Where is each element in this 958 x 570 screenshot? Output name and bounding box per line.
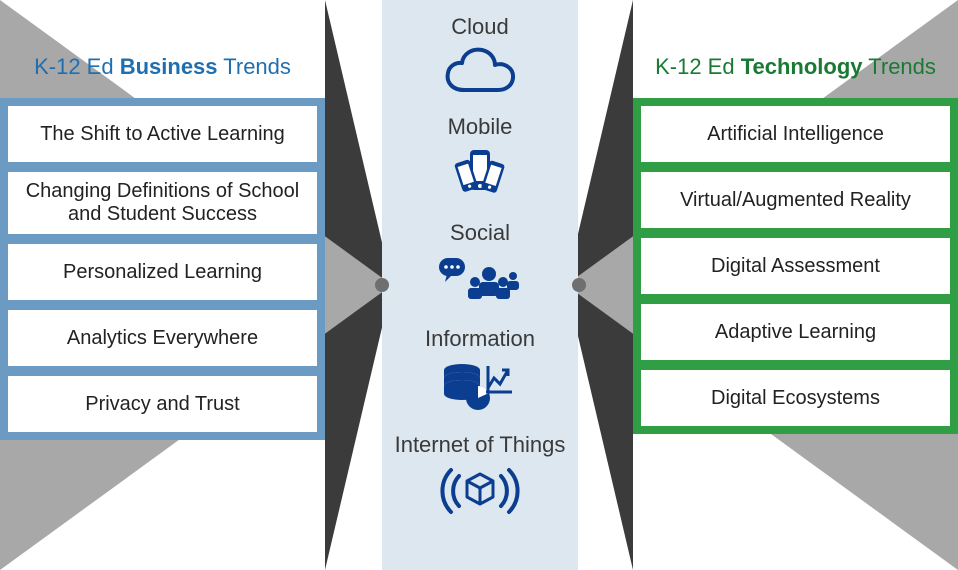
center-column: Cloud Mobile Social Information — [382, 0, 578, 570]
center-label: Social — [450, 220, 510, 246]
left-panel: K-12 Ed Business Trends The Shift to Act… — [0, 54, 325, 440]
mobile-icon — [442, 146, 518, 202]
left-connector-dot — [375, 278, 389, 292]
social-icon — [435, 252, 525, 308]
left-title-bold: Business — [120, 54, 218, 79]
center-item-iot: Internet of Things — [395, 432, 566, 518]
center-label: Mobile — [448, 114, 513, 140]
left-panel-item: The Shift to Active Learning — [8, 106, 317, 162]
right-panel-item: Adaptive Learning — [641, 304, 950, 360]
right-connector-dot — [572, 278, 586, 292]
center-item-cloud: Cloud — [442, 14, 518, 96]
left-panel-item: Analytics Everywhere — [8, 310, 317, 366]
right-title-prefix: K-12 Ed — [655, 54, 741, 79]
center-item-mobile: Mobile — [442, 114, 518, 202]
center-label: Cloud — [451, 14, 508, 40]
left-panel-body: The Shift to Active Learning Changing Def… — [0, 98, 325, 440]
right-panel-item: Digital Ecosystems — [641, 370, 950, 426]
infographic-canvas: Cloud Mobile Social Information — [0, 0, 958, 570]
right-panel-item: Artificial Intelligence — [641, 106, 950, 162]
left-title-suffix: Trends — [218, 54, 291, 79]
right-panel-item: Virtual/Augmented Reality — [641, 172, 950, 228]
left-panel-item: Privacy and Trust — [8, 376, 317, 432]
center-item-information: Information — [425, 326, 535, 414]
center-label: Information — [425, 326, 535, 352]
left-title-prefix: K-12 Ed — [34, 54, 120, 79]
center-label: Internet of Things — [395, 432, 566, 458]
center-item-social: Social — [435, 220, 525, 308]
right-panel-item: Digital Assessment — [641, 238, 950, 294]
left-panel-title: K-12 Ed Business Trends — [0, 54, 325, 80]
right-title-bold: Technology — [741, 54, 863, 79]
left-panel-item: Changing Definitions of School and Stude… — [8, 172, 317, 234]
left-panel-item: Personalized Learning — [8, 244, 317, 300]
cloud-icon — [442, 46, 518, 96]
right-panel-body: Artificial Intelligence Virtual/Augmented… — [633, 98, 958, 434]
right-title-suffix: Trends — [863, 54, 936, 79]
iot-icon — [435, 464, 525, 518]
right-panel: K-12 Ed Technology Trends Artificial Int… — [633, 54, 958, 434]
information-icon — [438, 358, 522, 414]
right-panel-title: K-12 Ed Technology Trends — [633, 54, 958, 80]
